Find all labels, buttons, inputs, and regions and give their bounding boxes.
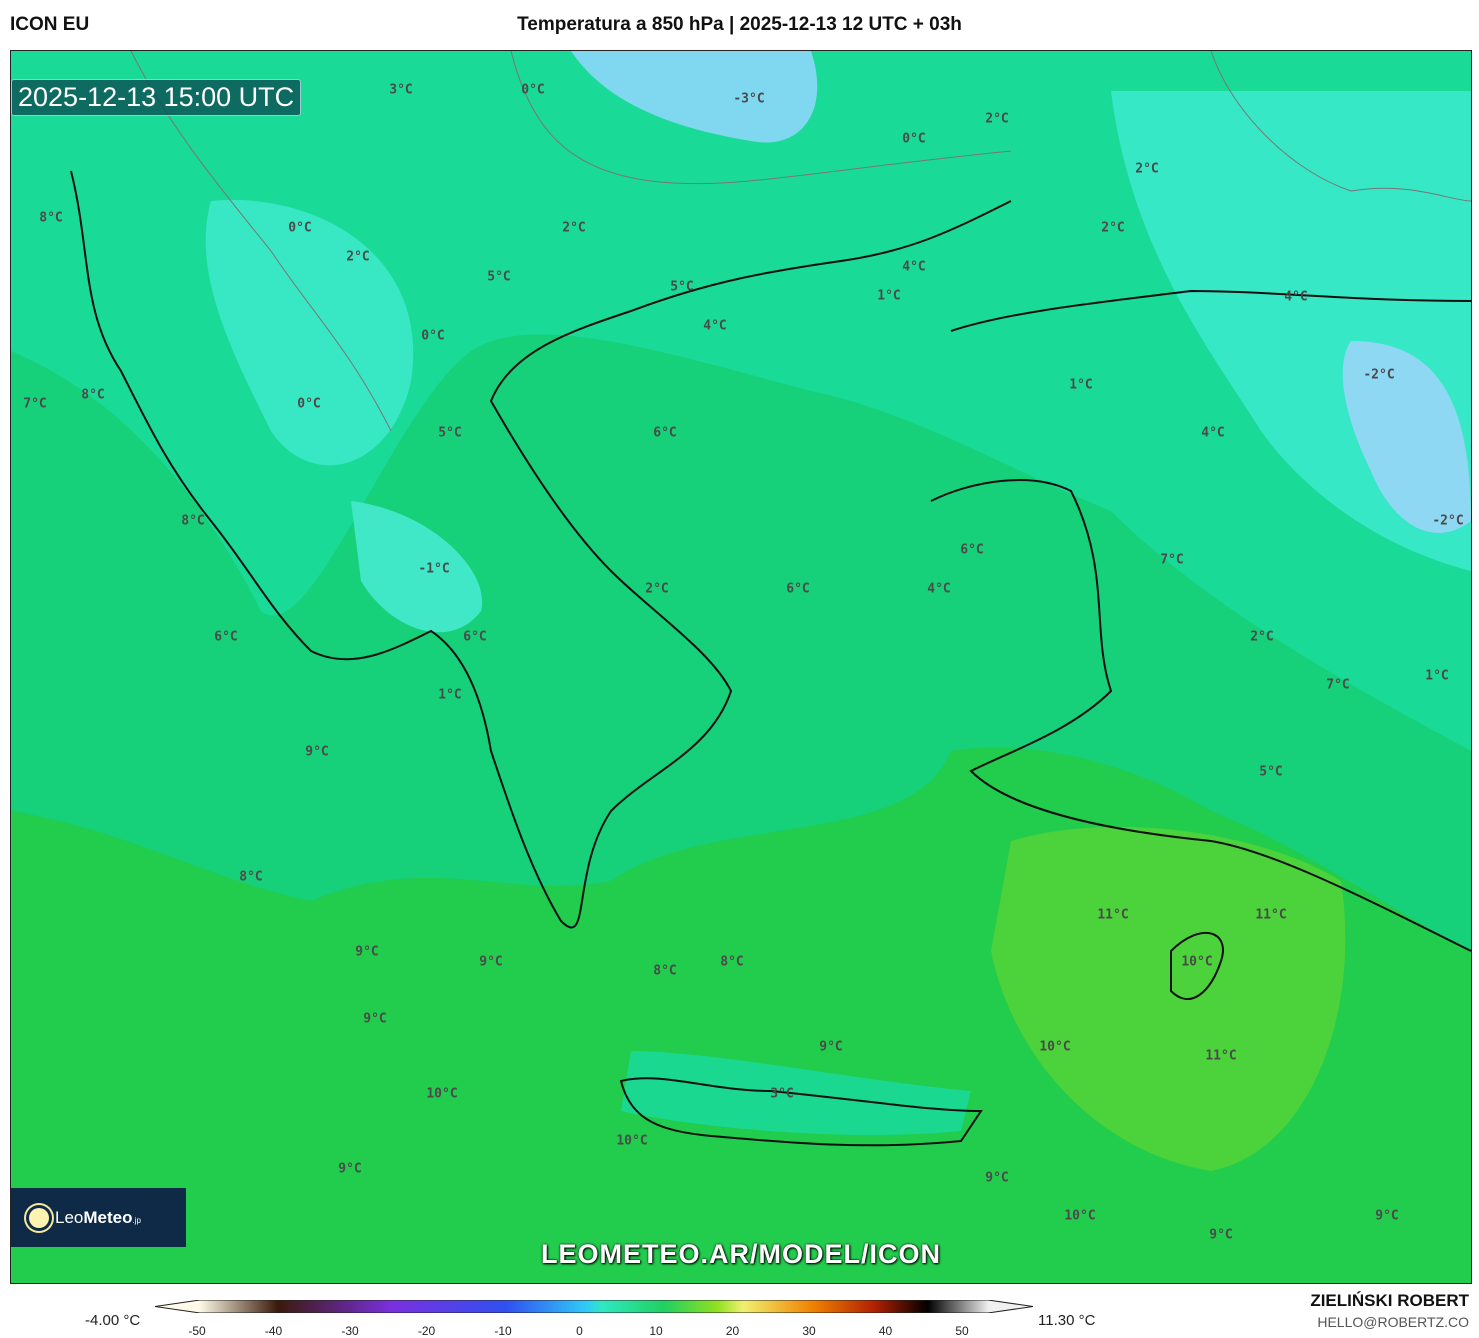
temperature-label: 9°C xyxy=(1209,1227,1233,1243)
temperature-label: 7°C xyxy=(23,396,47,412)
colorbar-tick-label: 30 xyxy=(802,1324,816,1338)
temperature-label: -2°C xyxy=(1363,367,1395,383)
temperature-label: 9°C xyxy=(355,944,379,960)
temperature-label: 6°C xyxy=(214,629,238,645)
temperature-label: 4°C xyxy=(1284,289,1308,305)
colorbar-tick-label: 20 xyxy=(725,1324,740,1338)
temperature-label: 2°C xyxy=(1135,161,1159,177)
logo-text-light: Leo xyxy=(55,1207,84,1227)
temperature-label: 6°C xyxy=(653,425,677,441)
colorbar-tick-label: -40 xyxy=(264,1324,283,1338)
temperature-label: 10°C xyxy=(426,1086,458,1102)
temperature-label: 2°C xyxy=(1250,629,1274,645)
temperature-label: 6°C xyxy=(960,542,984,558)
temperature-label: 5°C xyxy=(1259,764,1283,780)
colorbar-tick-label: 40 xyxy=(878,1324,893,1338)
leometeo-logo[interactable]: Leo Meteo .jp xyxy=(11,1188,186,1247)
temperature-label: 2°C xyxy=(1101,220,1125,236)
temperature-label: 9°C xyxy=(985,1170,1009,1186)
temperature-label: 2°C xyxy=(645,581,669,597)
temperature-label: 8°C xyxy=(81,387,105,403)
temperature-label: 1°C xyxy=(1425,668,1449,684)
colorbar-tick-label: 0 xyxy=(576,1324,583,1338)
temperature-label: 7°C xyxy=(1160,552,1184,568)
model-name: ICON EU xyxy=(10,14,90,35)
logo-suffix: .jp xyxy=(132,1216,141,1225)
temperature-label: -1°C xyxy=(418,561,450,577)
temperature-label: 4°C xyxy=(927,581,951,597)
temperature-label: 3°C xyxy=(389,82,413,98)
author-credit: ZIELIŃSKI ROBERT xyxy=(1310,1291,1469,1310)
temperature-label: 5°C xyxy=(438,425,462,441)
temperature-label: 9°C xyxy=(363,1011,387,1027)
temperature-label: 2°C xyxy=(562,220,586,236)
colorbar xyxy=(155,1300,1033,1313)
temperature-label: 8°C xyxy=(653,963,677,979)
temperature-label: 10°C xyxy=(1039,1039,1071,1055)
temperature-label: 7°C xyxy=(1326,677,1350,693)
colorbar-tick-label: -10 xyxy=(494,1324,512,1338)
temperature-label: -3°C xyxy=(733,91,765,107)
temperature-field xyxy=(11,51,1471,1283)
temperature-label: 5°C xyxy=(670,279,694,295)
temperature-label: 0°C xyxy=(288,220,312,236)
temperature-label: 11°C xyxy=(1097,907,1129,923)
temperature-label: 11°C xyxy=(1205,1048,1237,1064)
colorbar-tick-label: 50 xyxy=(955,1324,969,1338)
colorbar-tick-label: 10 xyxy=(649,1324,663,1338)
temperature-label: 2°C xyxy=(346,249,370,265)
colorbar-tick-label: -30 xyxy=(341,1324,359,1338)
temperature-label: 10°C xyxy=(1064,1208,1096,1224)
temperature-label: 3°C xyxy=(770,1086,794,1102)
temperature-label: 1°C xyxy=(877,288,901,304)
chart-title: Temperatura a 850 hPa | 2025-12-13 12 UT… xyxy=(517,14,962,35)
temperature-label: 8°C xyxy=(181,513,205,529)
temperature-label: 9°C xyxy=(1375,1208,1399,1224)
valid-time-stamp: 2025-12-13 15:00 UTC xyxy=(11,79,302,116)
sun-icon xyxy=(29,1207,49,1228)
temperature-label: -2°C xyxy=(1432,513,1464,529)
temperature-label: 4°C xyxy=(703,318,727,334)
temperature-label: 9°C xyxy=(305,744,329,760)
temperature-label: 9°C xyxy=(819,1039,843,1055)
temperature-label: 10°C xyxy=(616,1133,648,1149)
temperature-label: 9°C xyxy=(479,954,503,970)
temperature-label: 8°C xyxy=(720,954,744,970)
temperature-label: 9°C xyxy=(338,1161,362,1177)
source-url: LEOMETEO.AR/MODEL/ICON xyxy=(541,1239,941,1269)
colorbar-max-label: 11.30 °C xyxy=(1038,1312,1096,1329)
temperature-label: 2°C xyxy=(985,111,1009,127)
temperature-label: 5°C xyxy=(487,269,511,285)
colorbar-tick-label: -20 xyxy=(417,1324,436,1338)
temperature-label: 0°C xyxy=(521,82,545,98)
temperature-label: 1°C xyxy=(438,687,462,703)
colorbar-min-label: -4.00 °C xyxy=(85,1312,141,1329)
temperature-label: 8°C xyxy=(39,210,63,226)
temperature-label: 0°C xyxy=(297,396,321,412)
temperature-label: 0°C xyxy=(902,131,926,147)
logo-text-bold: Meteo xyxy=(83,1207,133,1227)
temperature-label: 1°C xyxy=(1069,377,1093,393)
temperature-label: 4°C xyxy=(1201,425,1225,441)
temperature-label: 0°C xyxy=(421,328,445,344)
temperature-label: 10°C xyxy=(1181,954,1213,970)
temperature-label: 8°C xyxy=(239,869,263,885)
author-email: HELLO@ROBERTZ.CO xyxy=(1317,1314,1469,1330)
temperature-label: 4°C xyxy=(902,259,926,275)
temperature-label: 6°C xyxy=(786,581,810,597)
temperature-label: 11°C xyxy=(1255,907,1287,923)
colorbar-tick-label: -50 xyxy=(188,1324,206,1338)
temperature-label: 6°C xyxy=(463,629,487,645)
temperature-map: 2025-12-13 15:00 UTC 3°C 0°C -3°C 0°C 2°C 2°C… xyxy=(10,50,1472,1284)
